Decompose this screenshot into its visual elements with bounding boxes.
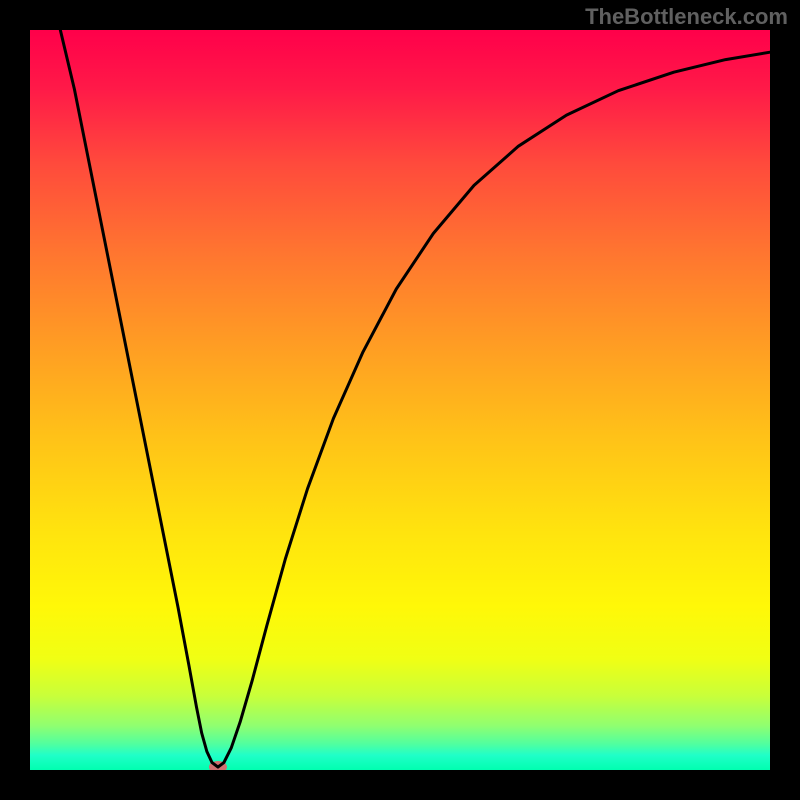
border-right xyxy=(770,0,800,800)
watermark-text: TheBottleneck.com xyxy=(585,4,788,30)
plot-background xyxy=(30,30,770,770)
border-left xyxy=(0,0,30,800)
border-bottom xyxy=(0,770,800,800)
bottleneck-chart xyxy=(0,0,800,800)
chart-container: TheBottleneck.com xyxy=(0,0,800,800)
